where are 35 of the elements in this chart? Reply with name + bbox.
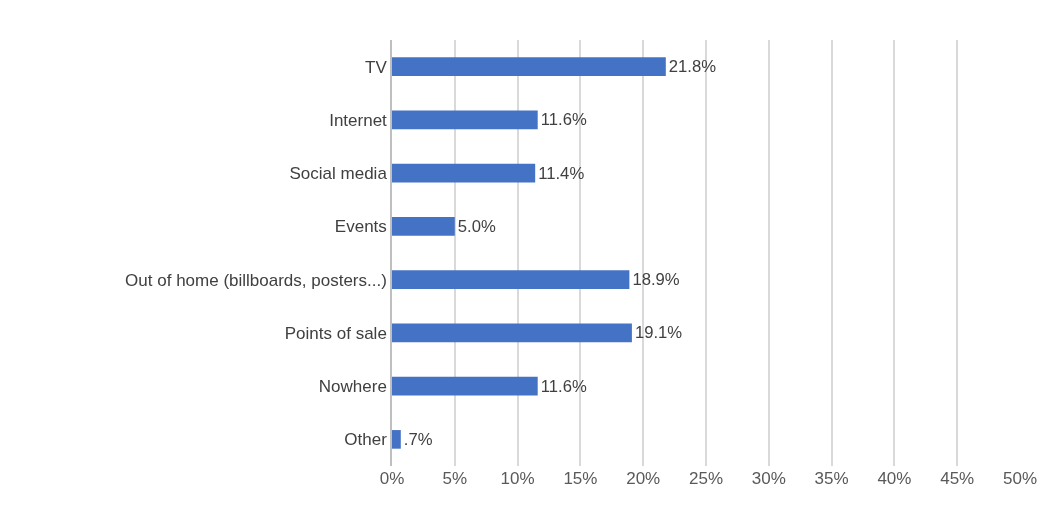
x-tick-label: 0% xyxy=(379,469,405,488)
bar xyxy=(392,323,632,343)
y-tick-label: Social media xyxy=(289,164,388,184)
data-label: 11.4% xyxy=(538,163,585,183)
bar xyxy=(392,270,630,289)
bar xyxy=(392,163,536,183)
y-tick-label: Other xyxy=(344,430,388,450)
y-tick-label: Points of sale xyxy=(284,323,387,343)
bar xyxy=(392,110,538,130)
data-label: .7% xyxy=(403,429,433,449)
x-tick-label: 10% xyxy=(500,469,535,488)
x-tick-label: 50% xyxy=(1002,469,1038,488)
y-tick-label: TV xyxy=(365,57,388,77)
bar xyxy=(392,57,666,76)
data-label: 11.6% xyxy=(540,110,587,130)
bar xyxy=(392,376,538,396)
y-tick-label: Out of home (billboards, posters...) xyxy=(125,270,387,290)
data-label: 19.1% xyxy=(634,323,683,343)
y-tick-label: Nowhere xyxy=(318,377,387,397)
data-label: 5.0% xyxy=(457,216,496,236)
x-tick-label: 40% xyxy=(877,469,912,488)
bar xyxy=(392,217,455,236)
data-label: 11.6% xyxy=(540,376,587,396)
x-tick-label: 45% xyxy=(940,469,975,488)
y-tick-label: Internet xyxy=(329,110,388,130)
x-tick-label: 30% xyxy=(751,469,786,488)
x-tick-label: 5% xyxy=(442,469,468,488)
y-tick-label: Events xyxy=(334,217,387,237)
x-tick-label: 20% xyxy=(626,469,661,488)
data-label: 21.8% xyxy=(668,57,717,77)
x-tick-label: 25% xyxy=(688,469,724,488)
data-label: 18.9% xyxy=(632,270,680,290)
x-tick-label: 35% xyxy=(814,469,849,488)
bar xyxy=(392,430,401,449)
x-tick-label: 15% xyxy=(563,469,598,488)
